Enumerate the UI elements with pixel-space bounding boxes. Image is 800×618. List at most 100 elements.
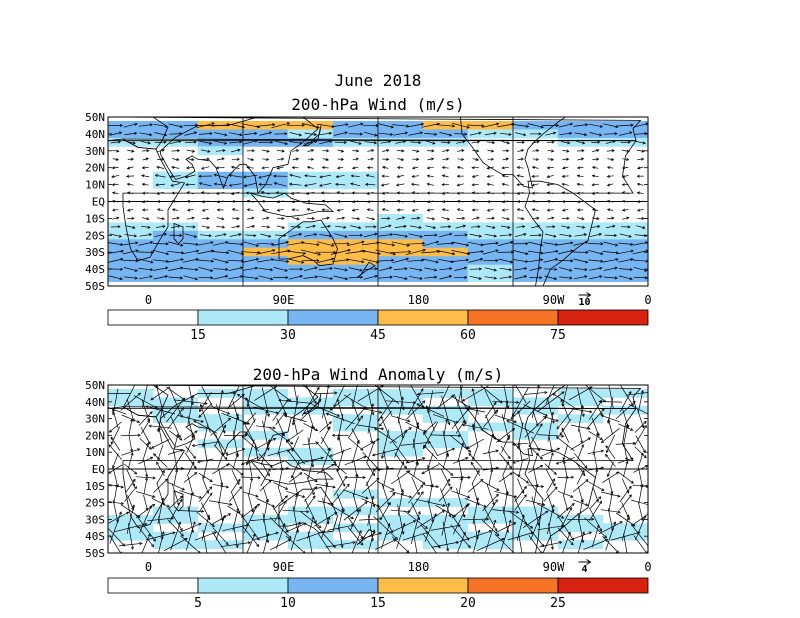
wind-vector <box>245 234 256 237</box>
wind-vector-head <box>417 510 421 515</box>
wind-vector-head <box>408 495 413 499</box>
wind-vector <box>198 276 213 279</box>
wind-vector-head <box>281 216 285 221</box>
wind-vector <box>599 401 622 403</box>
wind-vector <box>168 507 183 531</box>
wind-vector <box>577 183 584 186</box>
wind-vector-head <box>223 233 227 237</box>
wind-vector-head <box>404 277 408 281</box>
wind-vector-head <box>392 492 396 496</box>
wind-vector <box>430 434 461 437</box>
wind-vector <box>507 532 534 541</box>
wind-vector <box>424 421 437 433</box>
wind-vector-head <box>161 497 165 501</box>
wind-vector-head <box>117 225 121 229</box>
wind-vector <box>348 415 363 439</box>
wind-vector-head <box>580 404 584 409</box>
wind-vector <box>562 494 569 511</box>
wind-vector-head <box>570 241 574 245</box>
wind-vector <box>542 250 559 254</box>
wind-vector <box>481 519 500 536</box>
wind-vector <box>442 166 449 169</box>
wind-vector-head <box>164 124 169 128</box>
wind-vector-head <box>627 140 632 144</box>
wind-vector-head <box>180 258 184 262</box>
wind-vector-head <box>420 388 424 392</box>
wind-vector <box>556 457 575 465</box>
wind-vector-head <box>340 149 345 153</box>
wind-vector <box>269 385 292 402</box>
wind-vector <box>252 406 279 414</box>
wind-vector-head <box>360 542 364 546</box>
colorbar-label: 5 <box>194 596 202 611</box>
wind-vector-head <box>496 488 500 491</box>
wind-vector-head <box>373 225 377 229</box>
wind-vector <box>158 427 163 444</box>
wind-vector <box>167 250 184 254</box>
wind-vector <box>169 140 182 145</box>
wind-vector <box>517 175 524 178</box>
wind-vector-head <box>462 419 466 424</box>
wind-vector-head <box>446 548 450 552</box>
wind-vector <box>376 481 395 491</box>
wind-vector-head <box>150 456 154 460</box>
wind-vector <box>153 123 168 128</box>
wind-vector <box>393 275 408 280</box>
wind-vector-head <box>568 234 573 238</box>
wind-vector-head <box>195 123 199 127</box>
wind-vector <box>487 434 494 454</box>
wind-vector <box>394 452 407 469</box>
wind-vector-head <box>161 157 165 161</box>
wind-vector <box>469 233 482 237</box>
wind-vector <box>499 452 512 469</box>
wind-vector <box>457 166 464 169</box>
wind-vector-head <box>480 257 484 261</box>
wind-vector-head <box>229 502 233 506</box>
wind-vector-head <box>179 437 183 441</box>
wind-vector <box>558 123 573 128</box>
wind-vector-head <box>194 472 198 476</box>
wind-vector-head <box>525 251 529 255</box>
wind-vector-head <box>228 173 232 177</box>
wind-vector <box>532 452 539 469</box>
wind-vector <box>606 225 615 229</box>
wind-vector-head <box>456 208 461 212</box>
wind-vector <box>481 480 500 491</box>
wind-vector-head <box>241 393 245 397</box>
wind-vector-head <box>344 475 348 479</box>
wind-vector <box>573 124 588 127</box>
wind-vector <box>584 517 607 539</box>
x-tick-label: 0 <box>644 560 651 574</box>
wind-vector-head <box>463 421 467 425</box>
wind-vector <box>502 175 509 178</box>
wind-vector <box>532 158 539 161</box>
wind-vector-head <box>321 208 325 212</box>
wind-vector-head <box>191 157 195 162</box>
wind-vector <box>360 250 381 255</box>
wind-vector <box>255 425 276 429</box>
wind-vector <box>536 391 565 413</box>
wind-vector-head <box>535 484 539 488</box>
wind-vector <box>214 174 227 178</box>
wind-vector-head <box>478 234 483 238</box>
wind-vector-head <box>546 174 550 178</box>
wind-vector-head <box>193 420 197 423</box>
wind-vector <box>179 523 202 533</box>
wind-vector-head <box>340 157 345 161</box>
wind-vector <box>499 234 512 237</box>
wind-vector-head <box>239 133 243 137</box>
wind-vector-head <box>200 419 205 423</box>
wind-vector <box>278 467 283 487</box>
wind-vector-head <box>237 148 241 152</box>
wind-vector <box>261 191 270 195</box>
wind-vector-head <box>387 140 392 144</box>
wind-vector <box>157 444 164 460</box>
wind-vector-head <box>523 275 528 279</box>
wind-vector <box>484 132 497 136</box>
wind-vector-head <box>628 494 632 498</box>
wind-vector-head <box>185 183 189 187</box>
wind-vector-head <box>236 157 240 161</box>
wind-vector-head <box>220 389 224 394</box>
wind-vector-head <box>265 499 269 503</box>
